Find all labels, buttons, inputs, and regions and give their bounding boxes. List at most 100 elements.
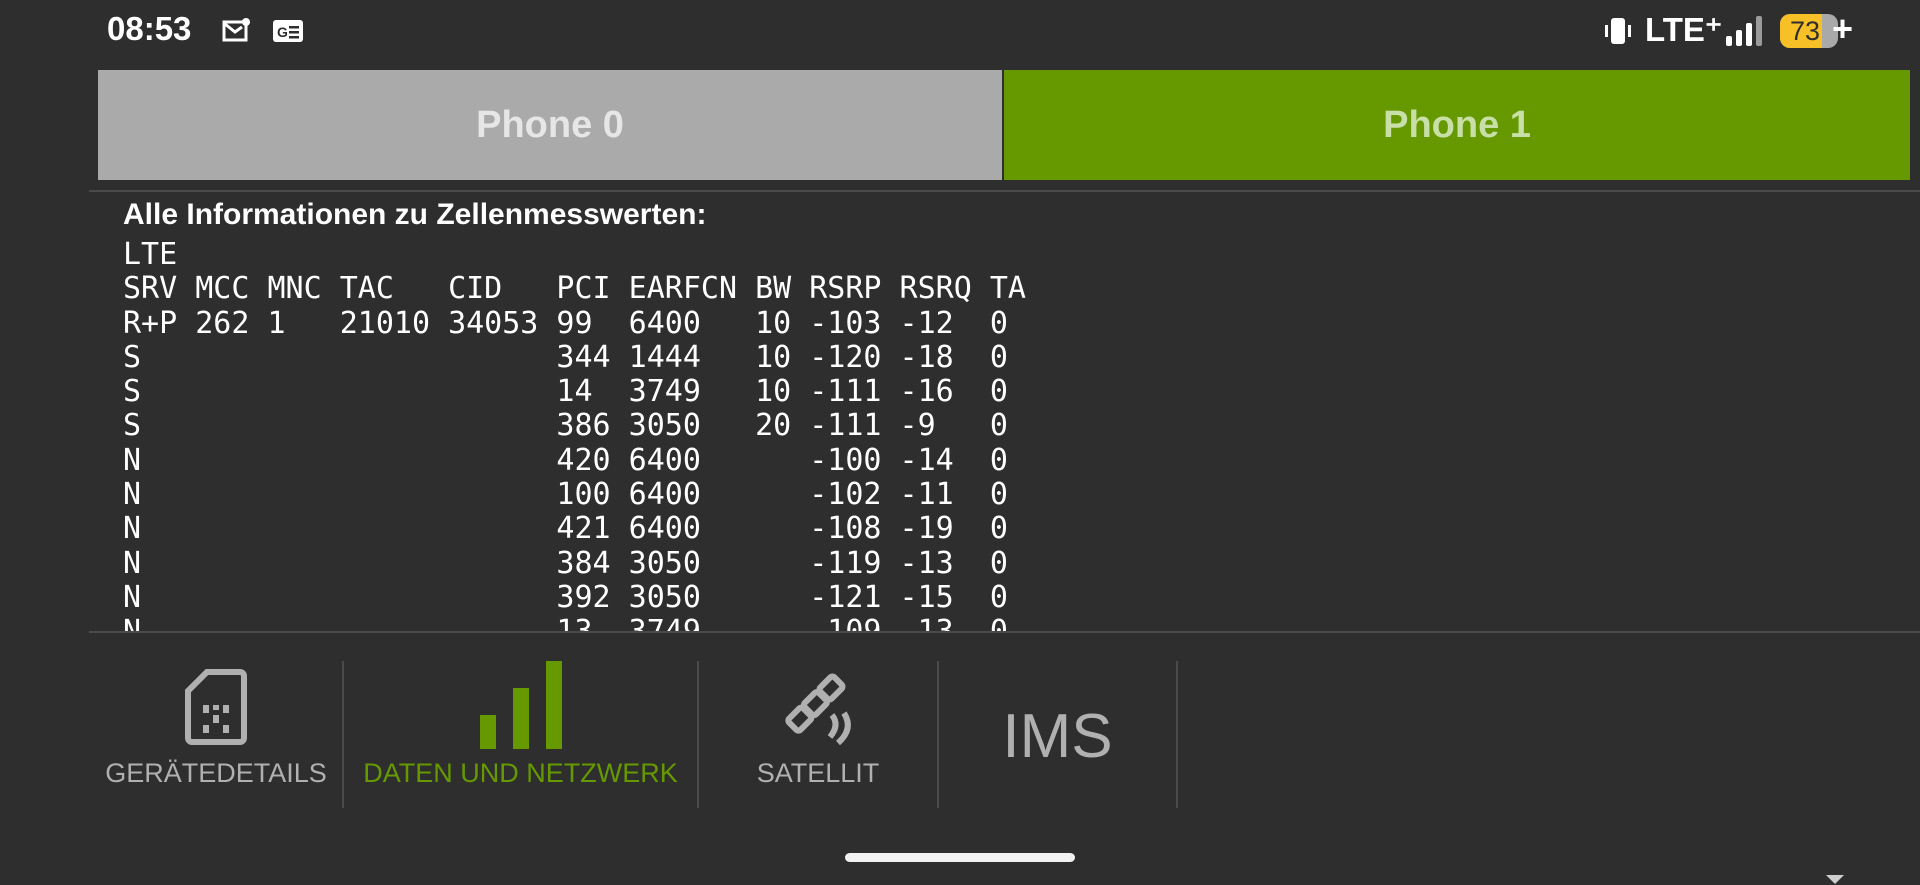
cell-rsrp: -111 bbox=[809, 374, 882, 410]
cell-mnc bbox=[267, 478, 339, 512]
cell-earfcn: 1444 bbox=[628, 339, 701, 375]
cell-mnc bbox=[267, 375, 339, 409]
cell-ta: 0 bbox=[989, 545, 1008, 581]
table-row: N 384 3050 -119 -13 0 bbox=[123, 545, 1823, 581]
nav-divider bbox=[1176, 661, 1178, 808]
cell-cid bbox=[448, 444, 556, 478]
table-row: N 133749 -109-130 bbox=[123, 614, 1823, 631]
cell-mcc bbox=[195, 478, 267, 512]
nav-item-daten-und-netzwerk[interactable]: DATEN UND NETZWERK bbox=[344, 661, 697, 808]
cell-rsrp: -108 bbox=[809, 511, 882, 547]
cell-mcc bbox=[195, 341, 267, 375]
cell-earfcn: 6400 bbox=[628, 511, 701, 547]
cell-pci: 14 bbox=[556, 374, 593, 410]
network-type: LTE⁺ bbox=[1645, 11, 1723, 48]
sim-card-icon bbox=[185, 669, 247, 745]
table-row: N 392 3050 -121 -15 0 bbox=[123, 579, 1823, 615]
cell-earfcn: 6400 bbox=[628, 305, 701, 341]
cell-tac bbox=[340, 444, 448, 478]
cell-cid bbox=[448, 341, 556, 375]
cell-rsrq: -16 bbox=[899, 374, 954, 410]
cell-tac bbox=[340, 581, 448, 615]
cell-cid bbox=[448, 478, 556, 512]
cell-mcc bbox=[195, 547, 267, 581]
cell-tac bbox=[340, 375, 448, 409]
cell-rsrq: -9 bbox=[899, 408, 936, 444]
cell-mnc bbox=[267, 341, 339, 375]
cell-cid bbox=[448, 409, 556, 443]
cell-tac: 21010 bbox=[339, 305, 431, 341]
tab-phone-1[interactable]: Phone 1 bbox=[1004, 70, 1910, 180]
cell-pci: 420 bbox=[556, 442, 611, 478]
cell-srv: N bbox=[123, 545, 142, 581]
cell-rsrp: -119 bbox=[809, 545, 882, 581]
column-header: EARFCN bbox=[628, 271, 738, 307]
cell-bw bbox=[755, 615, 809, 631]
cell-rsrq: -11 bbox=[899, 477, 954, 513]
cell-mnc bbox=[267, 409, 339, 443]
cell-ta: 0 bbox=[989, 579, 1008, 615]
cell-tac bbox=[340, 547, 448, 581]
cell-bw bbox=[755, 512, 809, 546]
cell-info-list[interactable]: LTE SRV MCC MNC TAC CID PCI EARFCN BW RSRP RSRQ TA… bbox=[123, 238, 1823, 631]
svg-text:G: G bbox=[277, 24, 288, 40]
cell-tac bbox=[340, 478, 448, 512]
divider bbox=[89, 631, 1920, 633]
nav-divider bbox=[937, 661, 939, 808]
nav-label: GERÄTEDETAILS bbox=[105, 758, 327, 788]
cell-mcc bbox=[195, 409, 267, 443]
satellite-icon bbox=[785, 673, 851, 746]
table-row: N 421 6400 -108 -19 0 bbox=[123, 511, 1823, 547]
cell-rsrq: -19 bbox=[899, 511, 954, 547]
cell-pci: 421 bbox=[556, 511, 611, 547]
cell-bw: 10 bbox=[755, 305, 792, 341]
cell-rsrq: -12 bbox=[899, 305, 954, 341]
nav-item-satellit[interactable]: SATELLIT bbox=[699, 661, 937, 808]
cell-ta: 0 bbox=[990, 614, 1008, 631]
cell-mnc: 1 bbox=[267, 305, 286, 341]
nav-item-geraetedetails[interactable]: GERÄTEDETAILS bbox=[90, 661, 342, 808]
cell-mcc bbox=[195, 512, 267, 546]
home-indicator[interactable] bbox=[845, 853, 1075, 862]
cell-mnc bbox=[267, 581, 339, 615]
cell-rsrp: -102 bbox=[809, 477, 882, 513]
column-header: PCI bbox=[556, 271, 611, 307]
cell-pci: 392 bbox=[556, 579, 611, 615]
cell-pci: 100 bbox=[556, 477, 611, 513]
battery-icon: 73 bbox=[1780, 14, 1838, 48]
cell-earfcn: 3749 bbox=[628, 374, 701, 410]
nav-divider bbox=[342, 661, 344, 808]
nav-divider bbox=[697, 661, 699, 808]
cell-cid bbox=[448, 581, 556, 615]
table-row: S 14 3749 10 -111 -16 0 bbox=[123, 374, 1823, 410]
cell-bw bbox=[755, 547, 809, 581]
cell-mcc bbox=[195, 581, 267, 615]
tab-phone-0[interactable]: Phone 0 bbox=[98, 70, 1002, 180]
column-header: CID bbox=[448, 271, 503, 307]
column-header: MCC bbox=[195, 271, 250, 307]
cell-mcc bbox=[195, 444, 267, 478]
cell-srv: S bbox=[123, 408, 142, 444]
column-header: TA bbox=[989, 271, 1026, 307]
cell-rsrq: -13 bbox=[899, 545, 954, 581]
cell-pci: 99 bbox=[556, 305, 593, 341]
table-row: N 420 6400 -100 -14 0 bbox=[123, 442, 1823, 478]
cell-ta: 0 bbox=[989, 477, 1008, 513]
cell-rsrq: -15 bbox=[899, 579, 954, 615]
cell-mnc bbox=[267, 444, 339, 478]
cell-rsrp: -121 bbox=[809, 579, 882, 615]
charging-plus-icon: + bbox=[1832, 8, 1854, 49]
cell-rsrq: -13 bbox=[900, 614, 990, 631]
cell-earfcn: 3050 bbox=[628, 579, 701, 615]
cell-srv: N bbox=[123, 579, 142, 615]
cell-earfcn: 3749 bbox=[629, 614, 755, 631]
nav-label: DATEN UND NETZWERK bbox=[363, 758, 678, 788]
cell-cid: 34053 bbox=[448, 305, 539, 341]
cell-earfcn: 3050 bbox=[628, 408, 701, 444]
cell-pci: 386 bbox=[556, 408, 611, 444]
column-header: RSRQ bbox=[899, 271, 972, 307]
nav-item-ims[interactable]: IMS bbox=[939, 661, 1176, 808]
cell-pci: 13 bbox=[556, 614, 628, 631]
keyboard-hide-icon[interactable] bbox=[1826, 875, 1844, 884]
table-row: S 344 1444 10 -120 -18 0 bbox=[123, 339, 1823, 375]
